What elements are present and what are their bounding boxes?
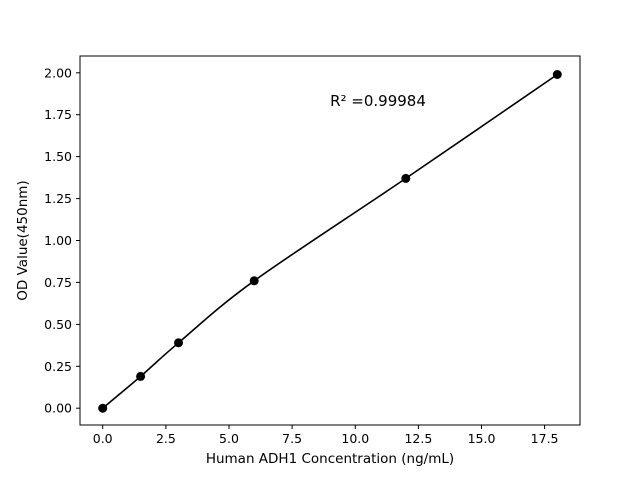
x-tick-label: 10.0: [341, 431, 369, 446]
data-point: [401, 173, 411, 183]
y-axis-label: OD Value(450nm): [15, 180, 31, 300]
y-tick-label: 1.50: [44, 149, 72, 164]
y-tick-label: 0.50: [44, 317, 72, 332]
y-tick-label: 0.25: [44, 359, 72, 374]
y-tick-label: 0.75: [44, 275, 72, 290]
plot-area: [79, 55, 581, 426]
x-tick-label: 12.5: [404, 431, 432, 446]
data-point: [98, 403, 108, 413]
x-tick-label: 7.5: [282, 431, 302, 446]
data-point: [552, 70, 562, 79]
data-point: [136, 371, 146, 381]
r-squared-annotation: R² =0.99984: [330, 92, 426, 110]
x-tick-label: 5.0: [219, 431, 239, 446]
y-tick-label: 1.25: [44, 191, 72, 206]
y-tick-label: 1.00: [44, 233, 72, 248]
y-tick-label: 1.75: [44, 107, 72, 122]
x-tick-label: 17.5: [531, 431, 559, 446]
y-tick-label: 0.00: [44, 401, 72, 416]
data-point: [174, 338, 183, 348]
x-tick-label: 0.0: [93, 431, 113, 446]
x-axis-label: Human ADH1 Concentration (ng/mL): [206, 451, 454, 467]
x-tick-label: 2.5: [156, 431, 176, 446]
data-point: [249, 276, 259, 286]
y-tick-label: 2.00: [44, 65, 72, 80]
x-tick-label: 15.0: [468, 431, 496, 446]
